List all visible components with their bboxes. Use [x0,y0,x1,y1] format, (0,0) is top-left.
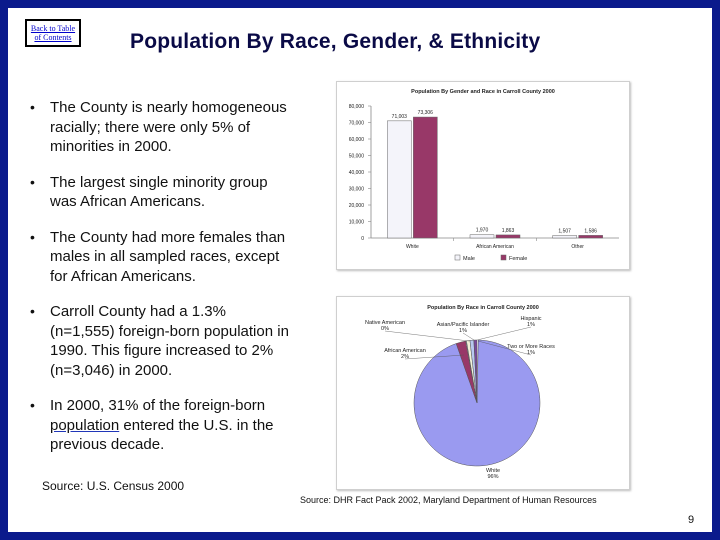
bar-value-label: 71,003 [392,114,408,120]
x-tick-label: White [406,244,419,250]
pie-slice-name: Hispanic [520,316,541,322]
back-to-contents-button[interactable]: Back to Table of Contents [25,19,81,47]
legend-swatch-female [500,254,507,261]
pie-leader-line [404,354,465,360]
y-tick-label: 30,000 [349,187,365,193]
bar-value-label: 1,507 [558,229,571,235]
y-tick-label: 80,000 [349,104,365,110]
pie-slice-percent: 1% [527,322,535,328]
bar-female [495,234,521,239]
bar-value-label: 1,586 [584,228,597,234]
pie-leader-line [384,330,470,342]
pie-slice-percent: 96% [487,474,498,480]
bar-chart: Population By Gender and Race in Carroll… [349,89,619,262]
pie-leader-line [476,326,532,341]
chart-title: Population By Race in Carroll County 200… [427,305,539,311]
bar-female [578,235,603,239]
legend-swatch-male [454,254,461,261]
source-census: Source: U.S. Census 2000 [42,479,185,493]
x-tick-label: African American [476,244,514,250]
pie-slice-percent: 0% [381,326,389,332]
x-tick-label: Other [571,244,584,250]
bar-value-label: 1,863 [502,228,515,234]
y-tick-label: 50,000 [349,154,365,160]
bullet-item: The County had more females than males i… [30,228,292,287]
chart-title: Population By Gender and Race in Carroll… [411,89,555,95]
bullet-text: In 2000, 31% of the foreign-born [50,397,266,414]
bar-value-label: 73,306 [418,110,434,116]
pie-slice-name: White [486,468,500,474]
y-tick-label: 20,000 [349,203,365,209]
bullet-item: Carroll County had a 1.3% (n=1,555) fore… [30,302,292,380]
y-tick-label: 40,000 [349,170,365,176]
page-number: 9 [688,514,695,526]
bar-male [387,120,412,239]
pie-slice-percent: 1% [527,350,535,356]
pie-leader-line [462,332,475,341]
back-to-contents-label: Back to Table of Contents [30,24,76,42]
y-tick-label: 0 [361,236,364,242]
bullet-list: The County is nearly homogeneous raciall… [30,98,292,471]
pie-leader-line [477,340,532,356]
bullet-item: The County is nearly homogeneous raciall… [30,98,292,157]
pie-slice-name: Asian/Pacific Islander [437,322,490,328]
bar-value-label: 1,970 [476,228,489,234]
y-tick-label: 70,000 [349,121,365,127]
pie-slice-name: Native American [365,320,405,326]
bullet-item: The largest single minority group was Af… [30,173,292,212]
y-tick-label: 10,000 [349,220,365,226]
bar-male [552,235,577,239]
underlined-word: population [50,416,120,434]
page-title: Population By Race, Gender, & Ethnicity [130,30,541,53]
pie-chart: Population By Race in Carroll County 200… [365,305,555,480]
bar-chart-panel: Population By Gender and Race in Carroll… [336,81,630,270]
pie-chart-panel: Population By Race in Carroll County 200… [336,296,630,490]
bar-female [413,116,438,239]
legend-label: Male [463,256,475,262]
legend-label: Female [509,256,527,262]
pie-slice-name: Two or More Races [507,344,555,350]
pie-slice-percent: 1% [459,328,467,334]
bar-male [469,234,495,239]
bullet-text: entered the U.S. in the previous decade. [50,416,274,454]
y-tick-label: 60,000 [349,137,365,143]
source-dhr: Source: DHR Fact Pack 2002, Maryland Dep… [300,495,597,505]
bullet-item: In 2000, 31% of the foreign-born populat… [30,396,292,455]
pie-slice-name: African American [384,348,426,354]
pie-slice-percent: 2% [401,354,409,360]
